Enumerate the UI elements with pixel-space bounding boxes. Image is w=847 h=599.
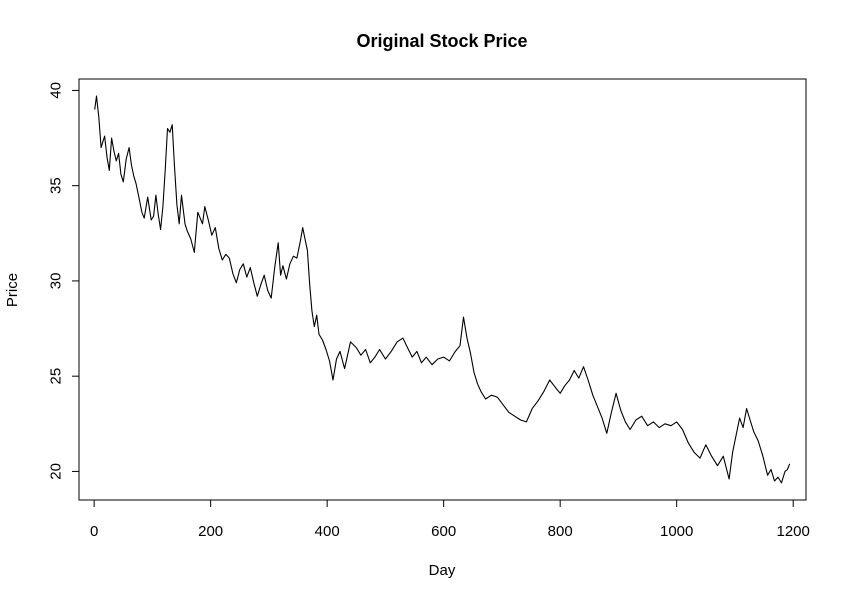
x-axis-label: Day — [429, 562, 456, 579]
x-tick-label: 400 — [315, 523, 340, 540]
y-tick-label: 35 — [48, 177, 65, 194]
x-tick-label: 1200 — [776, 523, 809, 540]
y-tick-label: 40 — [48, 82, 65, 99]
plot-area-frame — [78, 78, 807, 501]
y-tick-label: 20 — [48, 463, 65, 480]
series-layer — [94, 95, 791, 484]
x-axis: 0 200 400 600 800 1000 1200 — [90, 499, 810, 540]
price-series-line — [94, 95, 791, 484]
y-axis: 20 25 30 35 40 — [48, 82, 80, 480]
y-tick-label: 30 — [48, 273, 65, 290]
y-tick-label: 25 — [48, 368, 65, 385]
x-tick-label: 200 — [198, 523, 223, 540]
x-tick-label: 0 — [90, 523, 98, 540]
x-tick-label: 1000 — [660, 523, 693, 540]
x-tick-label: 600 — [431, 523, 456, 540]
chart-title: Original Stock Price — [356, 31, 527, 51]
x-tick-label: 800 — [548, 523, 573, 540]
y-axis-label: Price — [4, 273, 21, 307]
